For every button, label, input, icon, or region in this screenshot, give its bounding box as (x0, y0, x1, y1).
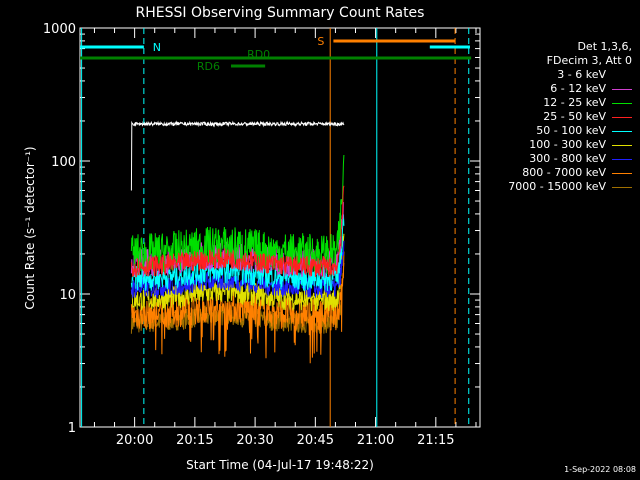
legend-label: 12 - 25 keV (543, 96, 606, 109)
rd0-label: RD0 (247, 48, 270, 61)
legend-swatch (612, 186, 632, 188)
chart-series (130, 120, 345, 364)
series-line-3 (130, 185, 345, 278)
legend-item: 12 - 25 keV (472, 96, 632, 110)
date-stamp: 1-Sep-2022 08:08 (564, 465, 636, 474)
legend-label: 100 - 300 keV (529, 138, 606, 151)
y-tick-label: 1 (68, 421, 76, 436)
legend-item: 800 - 7000 keV (472, 166, 632, 180)
x-tick-label: 21:00 (357, 433, 394, 448)
legend-label: 800 - 7000 keV (522, 166, 606, 179)
legend-swatch (612, 102, 632, 104)
x-tick-label: 20:45 (297, 433, 334, 448)
legend-swatch (612, 88, 632, 90)
legend-header-line-2: FDecim 3, Att 0 (546, 54, 632, 67)
y-tick-label: 100 (51, 155, 76, 170)
legend-label: 7000 - 15000 keV (508, 180, 606, 193)
x-tick-label: 21:15 (417, 433, 454, 448)
legend-swatch (612, 158, 632, 160)
legend-swatch (612, 130, 632, 132)
y-tick-label: 10 (59, 288, 76, 303)
legend: Det 1,3,6, FDecim 3, Att 0 3 - 6 keV 6 - … (472, 40, 632, 194)
y-axis-label: Count Rate (s⁻¹ detector⁻¹) (23, 146, 37, 309)
night-label: N (153, 41, 161, 54)
legend-label: 6 - 12 keV (550, 82, 606, 95)
legend-swatch (612, 172, 632, 174)
x-tick-label: 20:30 (236, 433, 273, 448)
legend-swatch (612, 116, 632, 118)
series-line-2 (130, 154, 345, 275)
legend-label: 50 - 100 keV (536, 124, 606, 137)
y-tick-label: 1000 (43, 22, 76, 37)
saa-label: S (317, 35, 324, 48)
chart-axes: 1 10 100 1000 20:00 20:15 20:30 20:45 21:00 21:15 (43, 22, 481, 448)
legend-swatch (612, 74, 632, 76)
legend-item: 25 - 50 keV (472, 110, 632, 124)
legend-item: 7000 - 15000 keV (472, 180, 632, 194)
chart-annotations: N S RD0 RD6 (80, 28, 472, 427)
legend-item: 100 - 300 keV (472, 138, 632, 152)
x-tick-label: 20:15 (176, 433, 213, 448)
legend-item: 3 - 6 keV (472, 68, 632, 82)
legend-swatch (612, 144, 632, 146)
x-tick-label: 20:00 (116, 433, 153, 448)
legend-item: 50 - 100 keV (472, 124, 632, 138)
legend-item: 300 - 800 keV (472, 152, 632, 166)
legend-label: 300 - 800 keV (529, 152, 606, 165)
legend-label: 3 - 6 keV (557, 68, 606, 81)
plot-frame (79, 27, 481, 428)
legend-item: 6 - 12 keV (472, 82, 632, 96)
rd6-label: RD6 (197, 60, 220, 73)
x-axis-label: Start Time (04-Jul-17 19:48:22) (186, 458, 374, 472)
legend-header-line-1: Det 1,3,6, (577, 40, 632, 53)
legend-label: 25 - 50 keV (543, 110, 606, 123)
series-line-0 (130, 120, 345, 191)
chart-title: RHESSI Observing Summary Count Rates (136, 5, 425, 21)
